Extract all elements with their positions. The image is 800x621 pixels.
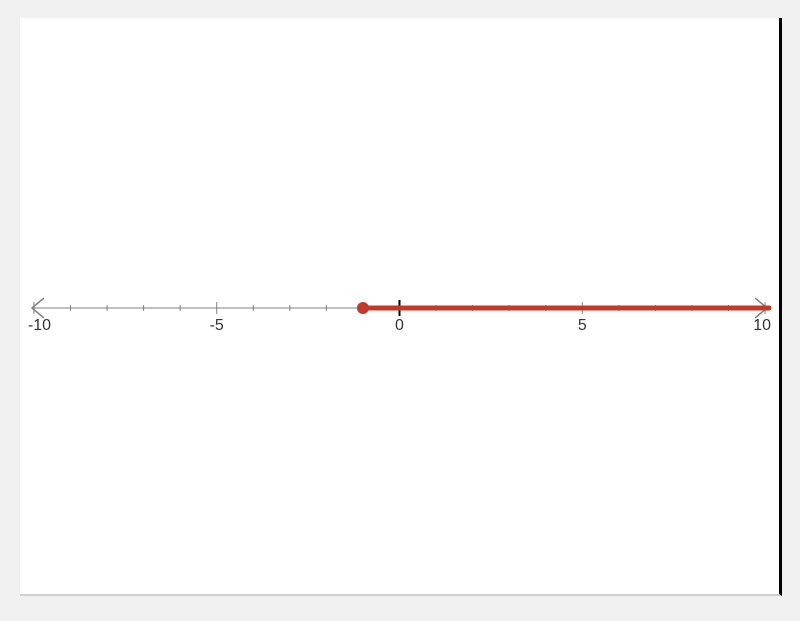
axis-label: 10 xyxy=(753,317,771,334)
page-background: -10 -5 0 5 10 xyxy=(0,0,800,621)
axis-label: 0 xyxy=(395,317,404,334)
chart-panel: -10 -5 0 5 10 xyxy=(20,18,782,596)
number-line-chart: -10 -5 0 5 10 xyxy=(20,18,779,594)
axis-label: -5 xyxy=(210,317,224,334)
axis-label: 5 xyxy=(578,317,587,334)
axis-label: -10 xyxy=(28,317,51,334)
